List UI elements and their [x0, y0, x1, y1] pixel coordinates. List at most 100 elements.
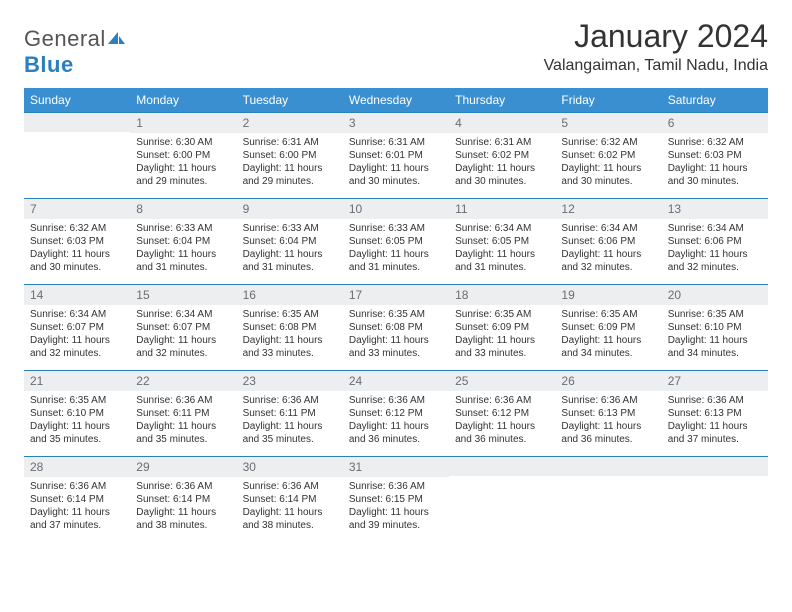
day-number: 14 — [24, 284, 130, 305]
calendar-cell: 20Sunrise: 6:35 AMSunset: 6:10 PMDayligh… — [662, 284, 768, 370]
calendar-cell: 15Sunrise: 6:34 AMSunset: 6:07 PMDayligh… — [130, 284, 236, 370]
calendar-cell: 3Sunrise: 6:31 AMSunset: 6:01 PMDaylight… — [343, 112, 449, 198]
day-detail-line: Sunrise: 6:32 AM — [30, 222, 124, 235]
calendar-cell: 6Sunrise: 6:32 AMSunset: 6:03 PMDaylight… — [662, 112, 768, 198]
brand-logo: GeneralBlue — [24, 18, 126, 78]
page-title: January 2024 — [544, 18, 768, 55]
day-detail-line: Sunset: 6:11 PM — [136, 407, 230, 420]
day-details: Sunrise: 6:35 AMSunset: 6:08 PMDaylight:… — [237, 305, 343, 364]
day-detail-line: Sunset: 6:09 PM — [561, 321, 655, 334]
day-detail-line: Sunset: 6:00 PM — [136, 149, 230, 162]
calendar-cell: 29Sunrise: 6:36 AMSunset: 6:14 PMDayligh… — [130, 456, 236, 542]
calendar-cell — [555, 456, 661, 542]
weekday-header: Monday — [130, 88, 236, 112]
day-detail-line: Sunset: 6:10 PM — [668, 321, 762, 334]
day-details: Sunrise: 6:31 AMSunset: 6:01 PMDaylight:… — [343, 133, 449, 192]
day-detail-line: Sunset: 6:05 PM — [455, 235, 549, 248]
day-detail-line: Sunrise: 6:36 AM — [136, 480, 230, 493]
calendar-cell: 5Sunrise: 6:32 AMSunset: 6:02 PMDaylight… — [555, 112, 661, 198]
calendar-cell: 27Sunrise: 6:36 AMSunset: 6:13 PMDayligh… — [662, 370, 768, 456]
day-details: Sunrise: 6:34 AMSunset: 6:06 PMDaylight:… — [555, 219, 661, 278]
calendar-cell: 14Sunrise: 6:34 AMSunset: 6:07 PMDayligh… — [24, 284, 130, 370]
day-detail-line: Sunrise: 6:33 AM — [349, 222, 443, 235]
day-detail-line: Daylight: 11 hours and 37 minutes. — [30, 506, 124, 532]
day-detail-line: Sunrise: 6:33 AM — [136, 222, 230, 235]
day-number: 11 — [449, 198, 555, 219]
day-detail-line: Daylight: 11 hours and 33 minutes. — [243, 334, 337, 360]
calendar-cell — [662, 456, 768, 542]
day-detail-line: Sunset: 6:12 PM — [349, 407, 443, 420]
day-detail-line: Daylight: 11 hours and 39 minutes. — [349, 506, 443, 532]
day-detail-line: Sunrise: 6:35 AM — [30, 394, 124, 407]
day-detail-line: Sunset: 6:03 PM — [30, 235, 124, 248]
day-details: Sunrise: 6:32 AMSunset: 6:02 PMDaylight:… — [555, 133, 661, 192]
day-number: 25 — [449, 370, 555, 391]
day-detail-line: Daylight: 11 hours and 35 minutes. — [243, 420, 337, 446]
calendar-cell: 23Sunrise: 6:36 AMSunset: 6:11 PMDayligh… — [237, 370, 343, 456]
day-detail-line: Sunset: 6:05 PM — [349, 235, 443, 248]
day-detail-line: Daylight: 11 hours and 37 minutes. — [668, 420, 762, 446]
day-detail-line: Sunset: 6:13 PM — [668, 407, 762, 420]
day-details: Sunrise: 6:36 AMSunset: 6:13 PMDaylight:… — [662, 391, 768, 450]
day-detail-line: Sunset: 6:06 PM — [561, 235, 655, 248]
calendar-cell: 19Sunrise: 6:35 AMSunset: 6:09 PMDayligh… — [555, 284, 661, 370]
day-detail-line: Sunset: 6:12 PM — [455, 407, 549, 420]
day-details: Sunrise: 6:35 AMSunset: 6:10 PMDaylight:… — [662, 305, 768, 364]
day-detail-line: Sunrise: 6:36 AM — [243, 394, 337, 407]
day-detail-line: Daylight: 11 hours and 32 minutes. — [136, 334, 230, 360]
day-number: 23 — [237, 370, 343, 391]
day-details: Sunrise: 6:35 AMSunset: 6:10 PMDaylight:… — [24, 391, 130, 450]
day-detail-line: Daylight: 11 hours and 32 minutes. — [668, 248, 762, 274]
calendar-cell: 26Sunrise: 6:36 AMSunset: 6:13 PMDayligh… — [555, 370, 661, 456]
day-number: 22 — [130, 370, 236, 391]
day-detail-line: Sunset: 6:06 PM — [668, 235, 762, 248]
day-detail-line: Sunset: 6:07 PM — [136, 321, 230, 334]
day-details: Sunrise: 6:35 AMSunset: 6:09 PMDaylight:… — [555, 305, 661, 364]
day-details: Sunrise: 6:36 AMSunset: 6:14 PMDaylight:… — [24, 477, 130, 536]
day-number — [449, 456, 555, 476]
day-details: Sunrise: 6:30 AMSunset: 6:00 PMDaylight:… — [130, 133, 236, 192]
day-detail-line: Daylight: 11 hours and 38 minutes. — [136, 506, 230, 532]
day-number: 12 — [555, 198, 661, 219]
day-detail-line: Daylight: 11 hours and 36 minutes. — [561, 420, 655, 446]
day-details: Sunrise: 6:36 AMSunset: 6:14 PMDaylight:… — [130, 477, 236, 536]
day-detail-line: Sunset: 6:02 PM — [561, 149, 655, 162]
day-details: Sunrise: 6:34 AMSunset: 6:07 PMDaylight:… — [24, 305, 130, 364]
day-detail-line: Daylight: 11 hours and 30 minutes. — [668, 162, 762, 188]
day-detail-line: Daylight: 11 hours and 35 minutes. — [136, 420, 230, 446]
day-details: Sunrise: 6:34 AMSunset: 6:05 PMDaylight:… — [449, 219, 555, 278]
calendar-week-row: 1Sunrise: 6:30 AMSunset: 6:00 PMDaylight… — [24, 112, 768, 198]
day-detail-line: Sunset: 6:01 PM — [349, 149, 443, 162]
day-detail-line: Daylight: 11 hours and 30 minutes. — [30, 248, 124, 274]
calendar-week-row: 7Sunrise: 6:32 AMSunset: 6:03 PMDaylight… — [24, 198, 768, 284]
day-number: 31 — [343, 456, 449, 477]
calendar-cell: 24Sunrise: 6:36 AMSunset: 6:12 PMDayligh… — [343, 370, 449, 456]
calendar-cell: 2Sunrise: 6:31 AMSunset: 6:00 PMDaylight… — [237, 112, 343, 198]
calendar-cell: 16Sunrise: 6:35 AMSunset: 6:08 PMDayligh… — [237, 284, 343, 370]
weekday-header: Wednesday — [343, 88, 449, 112]
day-detail-line: Sunrise: 6:35 AM — [349, 308, 443, 321]
day-detail-line: Sunset: 6:13 PM — [561, 407, 655, 420]
day-detail-line: Sunrise: 6:36 AM — [243, 480, 337, 493]
day-detail-line: Sunrise: 6:34 AM — [30, 308, 124, 321]
day-number: 7 — [24, 198, 130, 219]
day-details: Sunrise: 6:34 AMSunset: 6:06 PMDaylight:… — [662, 219, 768, 278]
day-detail-line: Sunrise: 6:32 AM — [561, 136, 655, 149]
day-number: 4 — [449, 112, 555, 133]
day-detail-line: Sunrise: 6:30 AM — [136, 136, 230, 149]
weekday-header: Friday — [555, 88, 661, 112]
day-details: Sunrise: 6:36 AMSunset: 6:15 PMDaylight:… — [343, 477, 449, 536]
day-details: Sunrise: 6:33 AMSunset: 6:05 PMDaylight:… — [343, 219, 449, 278]
calendar-cell: 31Sunrise: 6:36 AMSunset: 6:15 PMDayligh… — [343, 456, 449, 542]
title-block: January 2024 Valangaiman, Tamil Nadu, In… — [544, 18, 768, 75]
calendar-cell: 18Sunrise: 6:35 AMSunset: 6:09 PMDayligh… — [449, 284, 555, 370]
brand-part1: General — [24, 26, 106, 51]
day-detail-line: Sunrise: 6:35 AM — [668, 308, 762, 321]
calendar-cell: 28Sunrise: 6:36 AMSunset: 6:14 PMDayligh… — [24, 456, 130, 542]
day-number: 26 — [555, 370, 661, 391]
day-detail-line: Sunset: 6:08 PM — [349, 321, 443, 334]
day-number: 2 — [237, 112, 343, 133]
day-detail-line: Sunset: 6:15 PM — [349, 493, 443, 506]
day-number: 24 — [343, 370, 449, 391]
day-details: Sunrise: 6:36 AMSunset: 6:13 PMDaylight:… — [555, 391, 661, 450]
